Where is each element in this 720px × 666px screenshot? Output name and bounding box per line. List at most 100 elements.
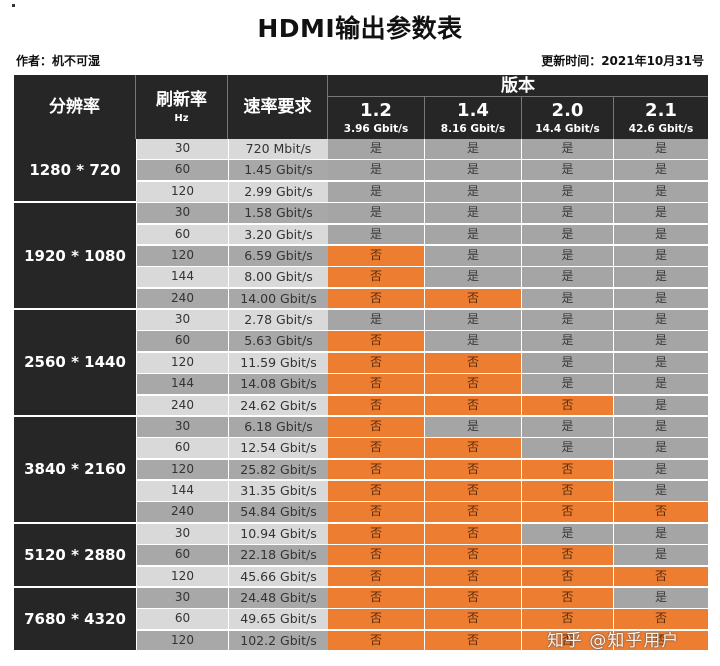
support-cell-2-1: 是 [614, 438, 708, 459]
bandwidth-requirement-cell: 25.82 Gbit/s [229, 459, 328, 480]
support-cell-1-4: 否 [425, 630, 521, 651]
bandwidth-requirement-cell: 14.08 Gbit/s [229, 374, 328, 394]
support-cell-1-2: 否 [328, 352, 424, 373]
support-cell-2-1: 是 [614, 288, 708, 309]
support-cell-2-1: 是 [614, 587, 708, 608]
support-cell-1-4: 否 [425, 352, 521, 373]
refresh-rate-cell: 240 [137, 502, 228, 523]
bandwidth-requirement-cell: 14.00 Gbit/s [229, 288, 328, 309]
support-cell-1-4: 否 [425, 438, 521, 459]
support-cell-1-4: 是 [425, 310, 521, 330]
support-cell-2-0: 是 [522, 245, 613, 266]
support-cell-2-1: 是 [614, 245, 708, 266]
table-row: 60 12.54 Gbit/s 否否是是 [136, 438, 708, 459]
support-cell-1-2: 否 [328, 545, 424, 565]
page-title: HDMI输出参数表 [257, 14, 463, 43]
refresh-rate-cell: 60 [137, 331, 228, 352]
refresh-rate-cell: 30 [137, 523, 228, 544]
support-cell-1-4: 否 [425, 288, 521, 309]
bandwidth-requirement-cell: 2.99 Gbit/s [229, 181, 328, 202]
refresh-rate-cell: 60 [137, 545, 228, 565]
support-cell-1-2: 否 [328, 395, 424, 416]
support-cell-1-4: 是 [425, 331, 521, 352]
bandwidth-requirement-cell: 720 Mbit/s [229, 139, 328, 159]
table-row: 120 2.99 Gbit/s 是是是是 [136, 181, 708, 203]
support-cell-1-4: 否 [425, 481, 521, 501]
support-cell-1-2: 否 [328, 523, 424, 544]
column-header-rate-label: 速率要求 [243, 97, 312, 117]
refresh-rate-cell: 60 [137, 224, 228, 245]
watermark: 知乎 @知乎用户 [547, 631, 680, 651]
support-cell-1-2: 否 [328, 502, 424, 523]
support-cell-1-4: 是 [425, 181, 521, 202]
support-cell-1-2: 是 [328, 139, 424, 159]
refresh-rate-cell: 30 [137, 587, 228, 608]
bandwidth-requirement-cell: 45.66 Gbit/s [229, 566, 328, 587]
table-header: 分辨率 刷新率 Hz 速率要求 版本 1.2 3.96 Gbit/s 1.4 8.16… [14, 75, 708, 139]
support-cell-2-1: 是 [614, 545, 708, 565]
support-cell-2-0: 是 [522, 267, 613, 288]
version-number: 1.4 [457, 99, 489, 121]
support-cell-2-0: 是 [522, 523, 613, 544]
table-row: 144 31.35 Gbit/s 否否否是 [136, 481, 708, 502]
support-cell-2-1: 否 [614, 630, 708, 651]
support-cell-2-1: 是 [614, 139, 708, 159]
bandwidth-requirement-cell: 10.94 Gbit/s [229, 523, 328, 544]
support-cell-2-0: 否 [522, 395, 613, 416]
version-bandwidth: 8.16 Gbit/s [440, 122, 506, 135]
table-row: 144 14.08 Gbit/s 否否是是 [136, 374, 708, 395]
bandwidth-requirement-cell: 3.20 Gbit/s [229, 224, 328, 245]
support-cell-2-0: 否 [522, 630, 613, 651]
table-row: 30 2.78 Gbit/s 是是是是 [136, 310, 708, 331]
table-row: 120 11.59 Gbit/s 否否是是 [136, 352, 708, 374]
support-cell-2-1: 否 [614, 502, 708, 523]
refresh-rate-cell: 120 [137, 245, 228, 266]
support-cell-1-2: 否 [328, 481, 424, 501]
bandwidth-requirement-cell: 22.18 Gbit/s [229, 545, 328, 565]
support-cell-2-0: 否 [522, 459, 613, 480]
support-cell-2-0: 是 [522, 438, 613, 459]
refresh-rate-cell: 60 [137, 438, 228, 459]
support-cell-1-4: 否 [425, 395, 521, 416]
support-cell-1-2: 否 [328, 609, 424, 630]
bandwidth-requirement-cell: 49.65 Gbit/s [229, 609, 328, 630]
support-cell-1-2: 否 [328, 374, 424, 394]
refresh-rate-cell: 120 [137, 630, 228, 651]
support-cell-2-1: 否 [614, 609, 708, 630]
refresh-rate-cell: 120 [137, 352, 228, 373]
bandwidth-requirement-cell: 24.48 Gbit/s [229, 587, 328, 608]
bandwidth-requirement-cell: 6.18 Gbit/s [229, 416, 328, 437]
table-row: 60 49.65 Gbit/s 否否否否 [136, 609, 708, 630]
bandwidth-requirement-cell: 24.62 Gbit/s [229, 395, 328, 416]
table-row: 60 5.63 Gbit/s 否是是是 [136, 331, 708, 352]
bandwidth-requirement-cell: 6.59 Gbit/s [229, 245, 328, 266]
bandwidth-requirement-cell: 12.54 Gbit/s [229, 438, 328, 459]
support-cell-1-2: 否 [328, 630, 424, 651]
bandwidth-requirement-cell: 102.2 Gbit/s [229, 630, 328, 651]
bandwidth-requirement-cell: 1.45 Gbit/s [229, 160, 328, 181]
table-row: 30 6.18 Gbit/s 否是是是 [136, 416, 708, 438]
version-bandwidth: 3.96 Gbit/s [343, 122, 409, 135]
support-cell-1-2: 否 [328, 459, 424, 480]
table-row: 60 1.45 Gbit/s 是是是是 [136, 160, 708, 181]
version-header-2-1: 2.1 42.6 Gbit/s [614, 97, 708, 139]
support-cell-2-0: 是 [522, 374, 613, 394]
column-header-refresh: 刷新率 Hz [136, 75, 228, 139]
table-row: 30 1.58 Gbit/s 是是是是 [136, 203, 708, 224]
support-cell-1-2: 否 [328, 416, 424, 437]
support-cell-1-2: 否 [328, 288, 424, 309]
support-cell-2-1: 是 [614, 331, 708, 352]
corner-mark [12, 4, 15, 7]
version-number: 2.0 [551, 99, 584, 121]
support-cell-2-1: 是 [614, 352, 708, 373]
support-cell-1-4: 否 [425, 609, 521, 630]
refresh-rate-cell: 30 [137, 310, 228, 330]
version-bandwidth: 42.6 Gbit/s [628, 122, 694, 135]
table-row: 30 10.94 Gbit/s 否否是是 [136, 523, 708, 545]
support-cell-2-1: 是 [614, 224, 708, 245]
support-cell-1-4: 是 [425, 267, 521, 288]
bandwidth-requirement-cell: 1.58 Gbit/s [229, 203, 328, 223]
update-date-label: 更新时间：2021年10月31号 [541, 54, 704, 68]
version-group-label: 版本 [501, 75, 535, 96]
bandwidth-requirement-cell: 54.84 Gbit/s [229, 502, 328, 523]
